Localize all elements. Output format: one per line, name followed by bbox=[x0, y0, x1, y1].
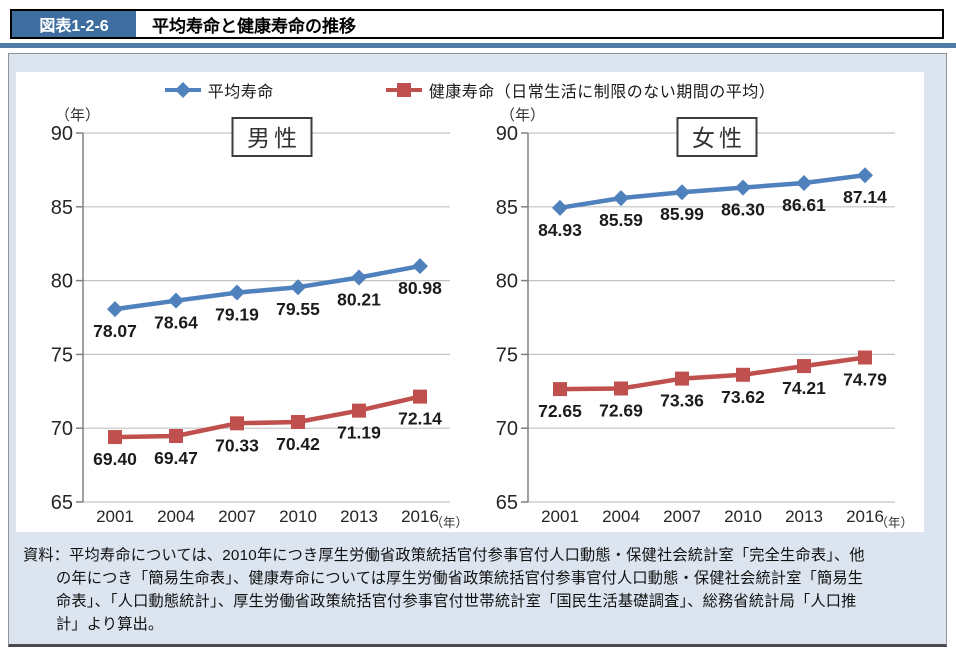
x-tick-label: 2013 bbox=[785, 507, 823, 526]
charts-row: 90 85 80 75 70 65 2001 2004 2007 2010 2013 2016 （年）（… bbox=[43, 98, 928, 532]
figure-panel: 平均寿命 健康寿命（日常生活に制限のない期間の平均） 90 85 80 75 70 65 2… bbox=[8, 53, 947, 647]
line-square-marker-icon bbox=[385, 82, 422, 98]
y-tick-label: 65 bbox=[496, 492, 518, 514]
source-note-line: 命表」、「人口動態統計」、厚生労働省政策統括官付参事官付世帯統計室「国民生活基礎… bbox=[56, 593, 857, 610]
series-data-labels: 78.07 78.64 79.19 79.55 80.21 80.98 bbox=[93, 278, 442, 341]
header-divider-rule bbox=[0, 43, 956, 48]
series-data-labels: 69.40 69.47 70.33 70.42 71.19 72.14 bbox=[93, 409, 442, 469]
y-tick-label: 75 bbox=[51, 344, 73, 366]
x-tick-label: 2004 bbox=[157, 507, 195, 526]
series-data-labels: 84.93 85.59 85.99 86.30 86.61 87.14 bbox=[538, 187, 887, 240]
legend-item-label: 健康寿命（日常生活に制限のない期間の平均） bbox=[428, 84, 776, 101]
y-axis-unit: （年） bbox=[500, 107, 545, 124]
chart-legend: 平均寿命 健康寿命（日常生活に制限のない期間の平均） bbox=[16, 78, 924, 102]
legend-item-healthy-life: 健康寿命（日常生活に制限のない期間の平均） bbox=[385, 78, 776, 102]
y-tick-label: 85 bbox=[51, 197, 73, 219]
data-label: 72.65 bbox=[538, 401, 582, 421]
data-label: 87.14 bbox=[843, 187, 887, 207]
source-note-line: の年につき「簡易生命表」、健康寿命については厚生労働省政策統括官付参事官付人口動… bbox=[56, 570, 864, 587]
square-legend-glyph bbox=[385, 83, 422, 97]
data-label: 74.79 bbox=[843, 369, 887, 389]
x-tick-label: 2004 bbox=[602, 507, 640, 526]
data-label: 74.21 bbox=[782, 378, 826, 398]
series-line bbox=[559, 355, 866, 392]
x-tick-label: 2010 bbox=[279, 507, 317, 526]
data-label: 85.99 bbox=[660, 204, 704, 224]
legend-item-label: 平均寿命 bbox=[207, 84, 274, 101]
data-label: 70.42 bbox=[276, 434, 320, 454]
source-note-line: 計」より算出。 bbox=[56, 616, 164, 633]
data-label: 80.98 bbox=[398, 278, 442, 298]
source-note-line: 資料：平均寿命については、2010年につき厚生労働省政策統括官付参事官付人口動態… bbox=[23, 547, 865, 564]
figure-number-tag: 図表1-2-6 bbox=[12, 11, 136, 37]
x-tick-label: 2016 bbox=[401, 507, 439, 526]
chart-title-box: 女性 bbox=[676, 117, 758, 157]
series-markers bbox=[107, 258, 428, 318]
line-diamond-marker-icon bbox=[164, 82, 201, 98]
x-axis-unit: （年） bbox=[875, 516, 913, 530]
gridlines bbox=[521, 132, 895, 503]
data-label: 78.64 bbox=[154, 313, 198, 333]
x-tick-label: 2007 bbox=[663, 507, 701, 526]
figure-header: 図表1-2-6 平均寿命と健康寿命の推移 bbox=[10, 9, 944, 39]
data-label: 70.33 bbox=[215, 435, 259, 455]
source-note: 資料：平均寿命については、2010年につき厚生労働省政策統括官付参事官付人口動態… bbox=[23, 544, 935, 636]
y-tick-label: 70 bbox=[51, 418, 73, 440]
series-line bbox=[114, 394, 421, 440]
chart-title: 男性 bbox=[247, 125, 301, 151]
y-tick-label: 90 bbox=[496, 123, 518, 145]
data-label: 78.07 bbox=[93, 321, 137, 341]
data-label: 69.47 bbox=[154, 448, 198, 468]
data-label: 73.62 bbox=[721, 387, 765, 407]
series-data-labels: 72.65 72.69 73.36 73.62 74.21 74.79 bbox=[538, 369, 887, 421]
x-tick-label: 2016 bbox=[846, 507, 884, 526]
data-label: 85.59 bbox=[599, 210, 643, 230]
x-tick-label: 2001 bbox=[96, 507, 134, 526]
series-line bbox=[114, 263, 421, 312]
chart-canvas: 平均寿命 健康寿命（日常生活に制限のない期間の平均） 90 85 80 75 70 65 2… bbox=[16, 72, 924, 532]
diamond-legend-glyph bbox=[164, 82, 201, 98]
y-tick-label: 80 bbox=[51, 271, 73, 293]
y-tick-label: 70 bbox=[496, 418, 518, 440]
y-tick-label: 85 bbox=[496, 197, 518, 219]
chart-title-box: 男性 bbox=[231, 117, 313, 157]
data-label: 86.30 bbox=[721, 200, 765, 220]
data-label: 71.19 bbox=[337, 423, 381, 443]
series-markers bbox=[553, 350, 872, 397]
data-label: 79.19 bbox=[215, 305, 259, 325]
data-label: 73.36 bbox=[660, 391, 704, 411]
x-tick-label: 2013 bbox=[340, 507, 378, 526]
series-markers bbox=[552, 167, 873, 216]
data-label: 86.61 bbox=[782, 195, 826, 215]
data-label: 80.21 bbox=[337, 290, 381, 310]
x-tick-label: 2010 bbox=[724, 507, 762, 526]
y-tick-label: 80 bbox=[496, 271, 518, 293]
data-label: 79.55 bbox=[276, 299, 320, 319]
figure-title: 平均寿命と健康寿命の推移 bbox=[152, 16, 356, 36]
data-label: 84.93 bbox=[538, 220, 582, 240]
x-tick-label: 2007 bbox=[218, 507, 256, 526]
y-axis-unit: （年） bbox=[55, 107, 100, 124]
y-tick-label: 65 bbox=[51, 492, 73, 514]
x-axis-unit: （年） bbox=[430, 516, 468, 530]
data-label: 72.14 bbox=[398, 409, 442, 429]
series-markers bbox=[108, 389, 427, 445]
chart-title: 女性 bbox=[692, 125, 746, 151]
data-label: 69.40 bbox=[93, 449, 137, 469]
y-tick-label: 90 bbox=[51, 123, 73, 145]
data-label: 72.69 bbox=[599, 400, 643, 420]
gridlines bbox=[76, 132, 450, 503]
x-tick-label: 2001 bbox=[541, 507, 579, 526]
legend-item-average-life: 平均寿命 bbox=[164, 78, 274, 102]
y-tick-label: 75 bbox=[496, 344, 518, 366]
series-line bbox=[559, 172, 866, 211]
